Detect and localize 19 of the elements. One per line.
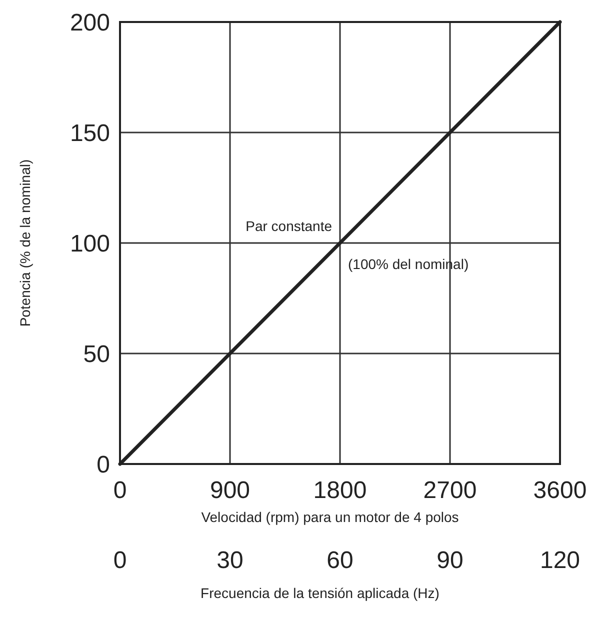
- x-tick-label: 0: [113, 477, 127, 504]
- x2-tick-label: 120: [540, 547, 580, 574]
- x2-tick-label: 90: [436, 547, 464, 574]
- x-tick-label: 2700: [423, 477, 477, 504]
- y-tick-label: 100: [70, 230, 110, 258]
- x-tick-label: 1800: [313, 477, 367, 504]
- x2-axis-title: Frecuencia de la tensión aplicada (Hz): [200, 585, 440, 601]
- y-tick-label: 150: [70, 120, 110, 147]
- annotation: Par constante: [246, 218, 332, 234]
- x-tick-label: 900: [210, 477, 250, 504]
- x-tick-label: 3600: [533, 477, 587, 504]
- x-axis-title: Velocidad (rpm) para un motor de 4 polos: [201, 509, 459, 525]
- y-tick-label: 50: [83, 340, 110, 368]
- y-tick-label: 0: [96, 451, 110, 478]
- y-axis-title: Potencia (% de la nominal): [17, 159, 33, 327]
- y-tick-label: 200: [70, 9, 110, 36]
- x2-tick-label: 0: [113, 547, 127, 574]
- x2-tick-label: 30: [216, 547, 244, 574]
- x2-tick-label: 60: [326, 547, 354, 574]
